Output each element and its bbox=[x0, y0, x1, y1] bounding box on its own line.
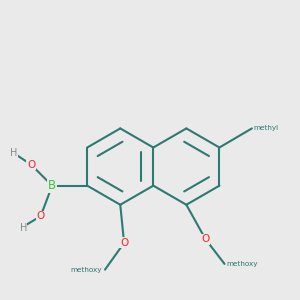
Text: H: H bbox=[20, 223, 27, 232]
Text: methoxy: methoxy bbox=[71, 267, 102, 273]
Text: O: O bbox=[201, 234, 210, 244]
Text: B: B bbox=[48, 179, 56, 192]
Text: O: O bbox=[120, 238, 128, 248]
Text: H: H bbox=[10, 148, 18, 158]
Text: O: O bbox=[37, 211, 45, 221]
Text: O: O bbox=[27, 160, 35, 170]
Text: methyl: methyl bbox=[254, 125, 279, 131]
Text: methoxy: methoxy bbox=[226, 261, 258, 267]
